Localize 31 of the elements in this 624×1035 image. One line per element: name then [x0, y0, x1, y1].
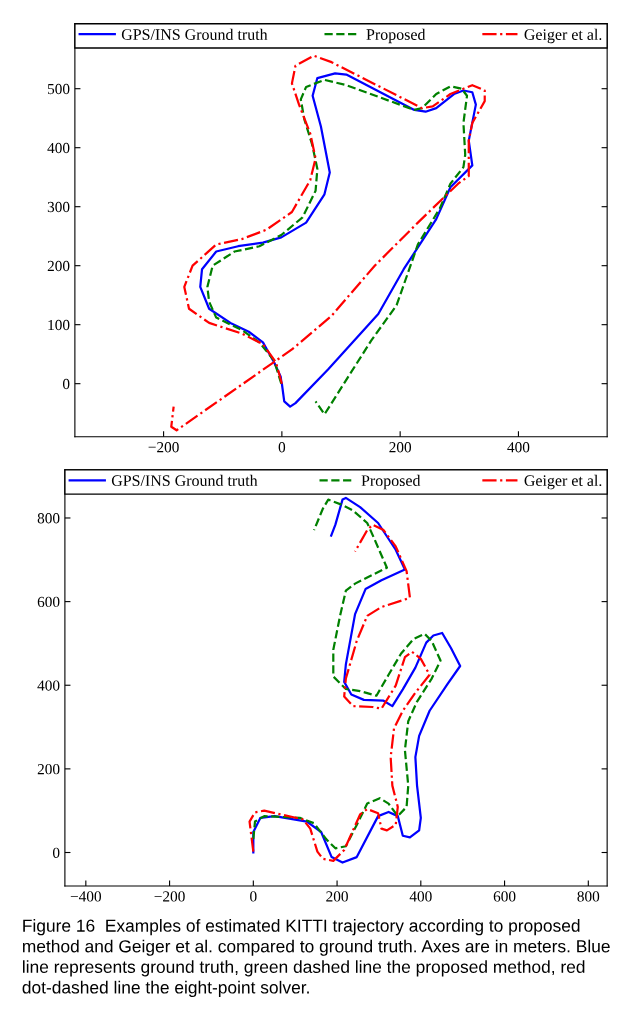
y-tick-label: 400 [47, 142, 70, 154]
x-tick-label: −200 [148, 442, 179, 453]
line-series [248, 523, 431, 862]
x-tick-label: 0 [278, 442, 286, 453]
x-tick-label: 0 [250, 891, 257, 902]
legend-label: Proposed [366, 28, 426, 44]
x-tick-label: 400 [409, 891, 432, 902]
y-tick-label: 300 [47, 201, 70, 213]
y-tick-label: 400 [37, 680, 60, 691]
legend-label: Proposed [361, 474, 421, 490]
x-tick-label: −200 [154, 891, 185, 902]
legend-label: GPS/INS Ground truth [111, 474, 258, 487]
y-tick-label: 0 [52, 847, 60, 858]
x-tick-label: 800 [577, 891, 600, 902]
y-tick-label: 200 [47, 260, 70, 272]
line-series [170, 54, 486, 432]
x-tick-label: 400 [507, 442, 530, 453]
x-tick-label: 200 [326, 891, 348, 902]
legend-label: Geiger et al. [524, 28, 602, 44]
x-tick-label: 200 [389, 442, 412, 453]
legend-label: GPS/INS Ground truth [121, 28, 268, 40]
y-tick-label: 100 [48, 319, 70, 331]
y-tick-label: 800 [37, 513, 60, 524]
y-tick-label: 500 [47, 83, 70, 95]
caption: Figure 16 Examples of estimated KITTI trajectory according to proposed method and Geiger et al. compared to ground truth. Axes are in meters. Blue line represents ground truth, green dashed line the proposed method, red dot-dashed line the eight-point solver. [22, 919, 610, 998]
x-tick-label: 600 [493, 891, 516, 902]
x-tick-label: −400 [70, 891, 102, 902]
y-tick-label: 0 [62, 378, 70, 390]
y-tick-label: 600 [37, 596, 60, 608]
legend-label: Geiger et al. [524, 474, 602, 490]
y-tick-label: 200 [37, 764, 60, 775]
